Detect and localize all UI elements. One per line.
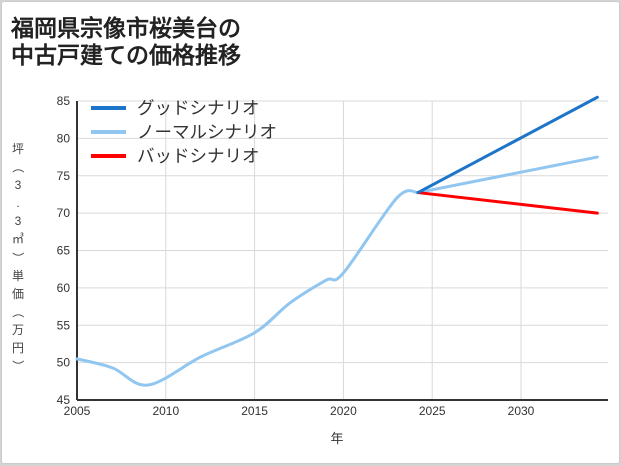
svg-text:70: 70 <box>57 206 71 220</box>
svg-text:50: 50 <box>57 356 71 370</box>
svg-text:グッドシナリオ: グッドシナリオ <box>137 98 260 118</box>
svg-text:2010: 2010 <box>152 404 179 418</box>
svg-text:85: 85 <box>57 94 71 108</box>
svg-text:2025: 2025 <box>419 404 446 418</box>
svg-text:年: 年 <box>330 431 343 446</box>
svg-text:2020: 2020 <box>330 404 357 418</box>
svg-text:55: 55 <box>57 318 71 332</box>
svg-text:65: 65 <box>57 244 71 258</box>
svg-text:2005: 2005 <box>64 404 91 418</box>
svg-text:75: 75 <box>57 169 71 183</box>
svg-text:2015: 2015 <box>241 404 268 418</box>
svg-text:2030: 2030 <box>508 404 535 418</box>
svg-text:バッドシナリオ: バッドシナリオ <box>137 146 260 166</box>
svg-text:ノーマルシナリオ: ノーマルシナリオ <box>137 122 277 142</box>
svg-text:80: 80 <box>57 131 71 145</box>
svg-text:60: 60 <box>57 281 71 295</box>
